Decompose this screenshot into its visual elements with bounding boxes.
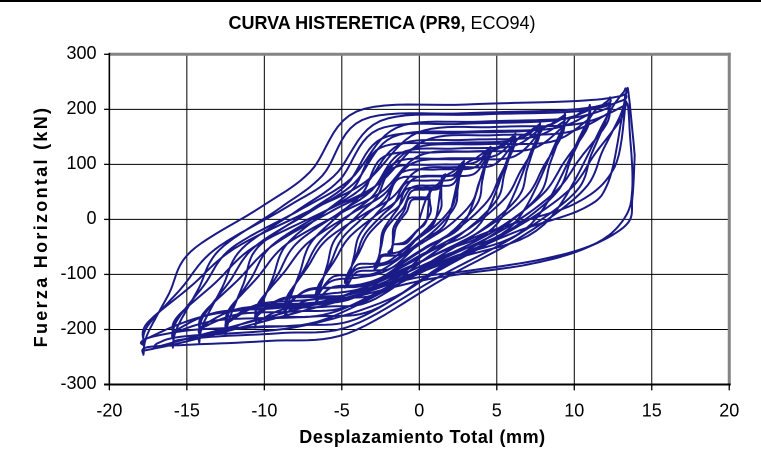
svg-text:CURVA HISTERETICA (PR9, ECO94): CURVA HISTERETICA (PR9, ECO94): [228, 13, 535, 33]
svg-text:-20: -20: [96, 401, 122, 421]
svg-text:300: 300: [66, 43, 96, 63]
svg-text:0: 0: [414, 401, 424, 421]
svg-text:-200: -200: [60, 318, 96, 338]
svg-text:0: 0: [86, 208, 96, 228]
svg-text:-10: -10: [251, 401, 277, 421]
svg-text:-100: -100: [60, 263, 96, 283]
svg-text:5: 5: [492, 401, 502, 421]
svg-text:Desplazamiento Total (mm): Desplazamiento Total (mm): [299, 427, 545, 447]
svg-text:-5: -5: [334, 401, 350, 421]
svg-text:Fuerza Horizontal (kN): Fuerza Horizontal (kN): [31, 106, 51, 348]
svg-text:10: 10: [564, 401, 584, 421]
svg-text:100: 100: [66, 153, 96, 173]
svg-text:-15: -15: [174, 401, 200, 421]
svg-text:-300: -300: [60, 373, 96, 393]
svg-text:20: 20: [719, 401, 739, 421]
svg-text:15: 15: [642, 401, 662, 421]
svg-text:200: 200: [66, 98, 96, 118]
